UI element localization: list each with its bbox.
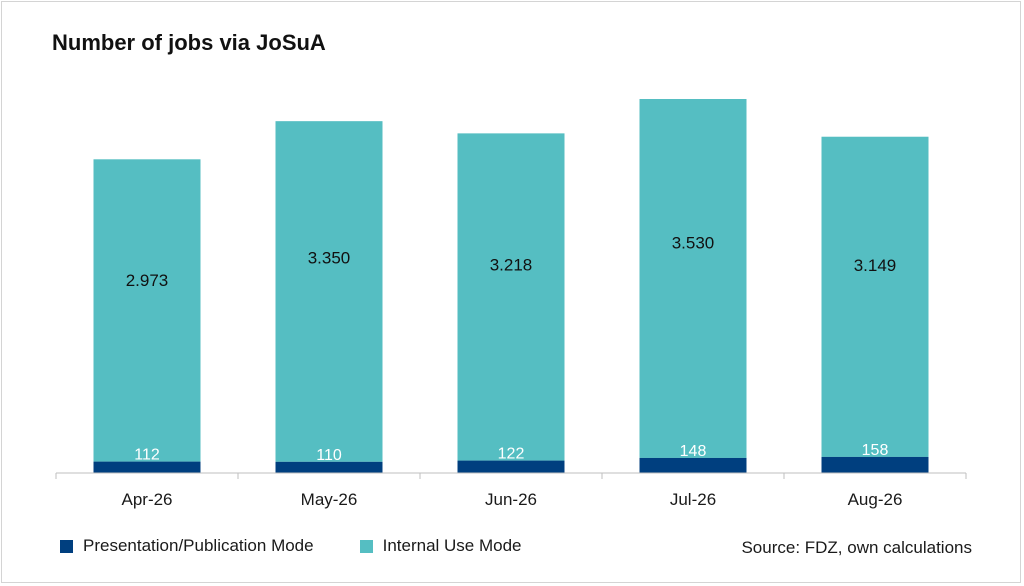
bar-presentation: [639, 457, 747, 473]
bar-presentation: [457, 460, 565, 473]
x-tick-label: Aug-26: [848, 490, 903, 509]
data-label-internal-use: 3.530: [672, 234, 715, 253]
bar-presentation: [93, 461, 201, 473]
legend-label-internal: Internal Use Mode: [382, 536, 522, 555]
data-label-presentation: 112: [134, 447, 160, 464]
x-tick-label: May-26: [301, 490, 358, 509]
data-label-presentation: 110: [316, 447, 342, 464]
chart-title: Number of jobs via JoSuA: [52, 30, 326, 55]
x-tick-label: Jun-26: [485, 490, 537, 509]
data-label-internal-use: 3.149: [854, 256, 897, 275]
bar-internal-use: [93, 159, 201, 462]
chart-legend: Presentation/Publication Mode Internal U…: [60, 536, 568, 556]
data-label-presentation: 148: [680, 443, 707, 460]
legend-item-internal: Internal Use Mode: [359, 536, 522, 556]
data-label-presentation: 158: [862, 442, 889, 459]
bar-presentation: [821, 456, 929, 473]
bar-presentation: [275, 461, 383, 473]
x-tick-label: Jul-26: [670, 490, 716, 509]
bar-internal-use: [457, 133, 565, 461]
bar-internal-use: [275, 121, 383, 462]
legend-swatch-internal: [359, 539, 373, 553]
data-label-presentation: 122: [498, 446, 525, 463]
data-label-internal-use: 2.973: [126, 271, 169, 290]
legend-item-presentation: Presentation/Publication Mode: [60, 536, 314, 556]
bar-internal-use: [821, 136, 929, 457]
x-tick-label: Apr-26: [121, 490, 172, 509]
legend-swatch-presentation: [60, 539, 73, 553]
data-label-internal-use: 3.218: [490, 255, 533, 274]
source-note: Source: FDZ, own calculations: [741, 538, 972, 557]
bar-internal-use: [639, 99, 747, 458]
legend-label-presentation: Presentation/Publication Mode: [83, 536, 314, 555]
data-label-internal-use: 3.350: [308, 248, 351, 267]
